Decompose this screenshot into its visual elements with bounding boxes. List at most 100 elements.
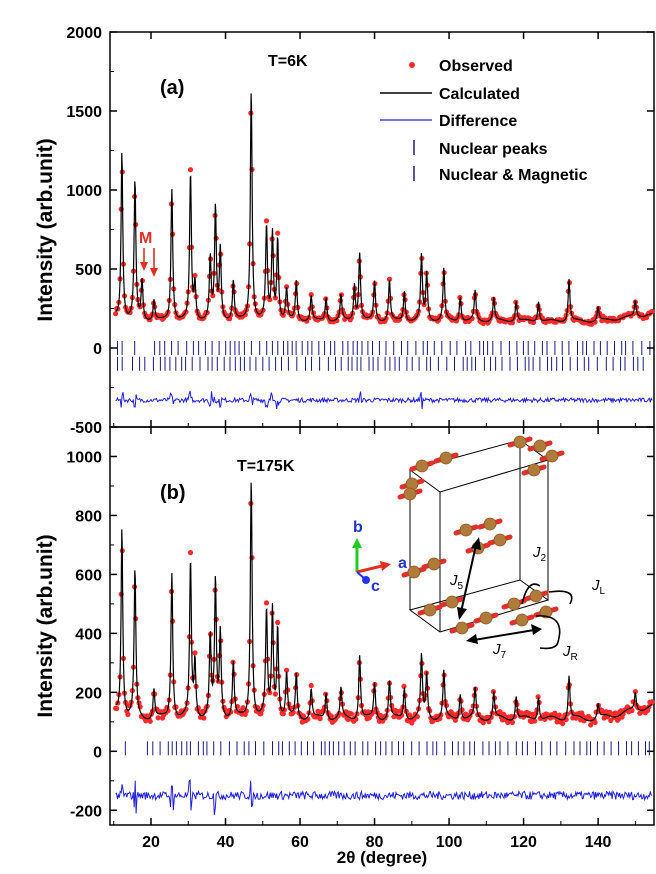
magnetic-atom (501, 597, 527, 611)
difference-line-a (115, 390, 653, 410)
observed-point (532, 718, 538, 724)
y-tick-label: 1500 (66, 104, 102, 121)
panel-a-temperature: T=6K (268, 53, 308, 70)
observed-point (259, 707, 265, 713)
observed-point (649, 308, 655, 315)
observed-point (300, 713, 306, 719)
magnetic-atom (473, 611, 499, 625)
x-axis-label: 2θ (degree) (337, 848, 427, 867)
magnetic-atom (487, 533, 513, 547)
observed-point (556, 712, 563, 718)
observed-point (401, 683, 407, 689)
x-tick-label: 20 (142, 834, 160, 851)
observed-point (399, 712, 405, 718)
observed-point (353, 716, 359, 722)
magnetic-atom (477, 517, 503, 531)
observed-point (275, 230, 281, 236)
calculated-line-b (115, 482, 653, 722)
y-tick-label: 0 (93, 744, 102, 761)
panel-b-plot (113, 482, 655, 815)
label-jr: JR (562, 643, 578, 663)
observed-point (632, 689, 639, 695)
observed-point (267, 297, 273, 303)
observed-point (366, 715, 372, 721)
x-tick-label: 60 (291, 834, 309, 851)
legend-nuclear-magnetic-label: Nuclear & Magnetic (439, 167, 588, 184)
magnetic-atom (539, 449, 565, 463)
observed-point (391, 714, 397, 720)
observed-point (240, 705, 246, 711)
exchange-j5-arrow (457, 537, 481, 620)
y-tick-label: 800 (75, 508, 102, 525)
observed-point (608, 717, 614, 724)
magnetic-atom (521, 463, 547, 477)
axis-b-label: b (353, 519, 363, 536)
label-jl: JL (591, 577, 606, 597)
y-tick-label: 200 (75, 685, 102, 702)
observed-point (588, 722, 594, 728)
x-tick-label: 100 (436, 834, 463, 851)
y-tick-label: -200 (70, 803, 102, 820)
magnetic-atom (533, 605, 559, 619)
y-tick-label: 500 (75, 262, 102, 279)
observed-point (509, 719, 515, 726)
observed-point (201, 715, 207, 721)
bragg-ticks-a-0 (117, 341, 651, 355)
observed-point (348, 315, 354, 321)
legend-observed-marker (409, 62, 415, 68)
exchange-jl-path (548, 590, 573, 605)
observed-point (155, 715, 161, 721)
axes: -500 0 500 1000 1500 2000 -200 0 200 400 600 800 100… (66, 25, 654, 851)
y-tick-label: 600 (75, 567, 102, 584)
label-j7: J7 (492, 641, 507, 661)
magnetic-atom (453, 523, 479, 537)
magnetic-atom (409, 459, 435, 473)
y-tick-label: 1000 (66, 183, 102, 200)
magnetic-peak-marker: M (139, 230, 152, 247)
observed-point (114, 705, 120, 712)
observed-point (147, 718, 153, 724)
legend-nuclear-label: Nuclear peaks (439, 141, 548, 158)
magnetic-atom (399, 477, 425, 491)
observed-point (348, 711, 354, 717)
observed-point (328, 713, 334, 719)
observed-point (187, 550, 194, 556)
axis-c-label: c (371, 578, 380, 595)
observed-point (187, 167, 194, 173)
observed-point (284, 667, 290, 673)
observed-points-a (113, 110, 655, 327)
legend-observed-label: Observed (439, 58, 513, 75)
x-tick-label: 40 (217, 834, 235, 851)
magnetic-atom (439, 595, 465, 609)
observed-point (386, 276, 393, 282)
bragg-ticks-a-1 (117, 356, 644, 371)
observed-points-b (113, 500, 655, 728)
y-tick-label: 400 (75, 626, 102, 643)
observed-point (267, 690, 273, 696)
magnetic-atom (417, 603, 443, 617)
observed-point (552, 710, 558, 716)
observed-point (284, 284, 290, 290)
magnetic-atom (421, 557, 447, 571)
calculated-line-a (115, 93, 653, 323)
axis-a-label: a (398, 555, 407, 572)
observed-point (560, 721, 566, 727)
observed-point (407, 712, 413, 718)
observed-point (242, 312, 248, 318)
observed-point (263, 218, 270, 224)
observed-point (258, 711, 264, 717)
observed-point (263, 600, 270, 606)
observed-point (345, 716, 351, 723)
observed-point (192, 272, 198, 279)
observed-point (272, 691, 278, 697)
y-axis-label-b: Intensity (arb.unit) (34, 534, 57, 717)
observed-point (592, 719, 598, 726)
observed-point (317, 716, 323, 722)
magnetic-atom (449, 621, 475, 635)
magnetic-atom (433, 451, 459, 465)
legend-calculated-label: Calculated (439, 86, 520, 103)
exchange-jr-path (535, 615, 561, 650)
crystal-axes (352, 538, 391, 584)
panel-b-temperature: T=175K (237, 458, 295, 475)
observed-point (192, 650, 198, 656)
